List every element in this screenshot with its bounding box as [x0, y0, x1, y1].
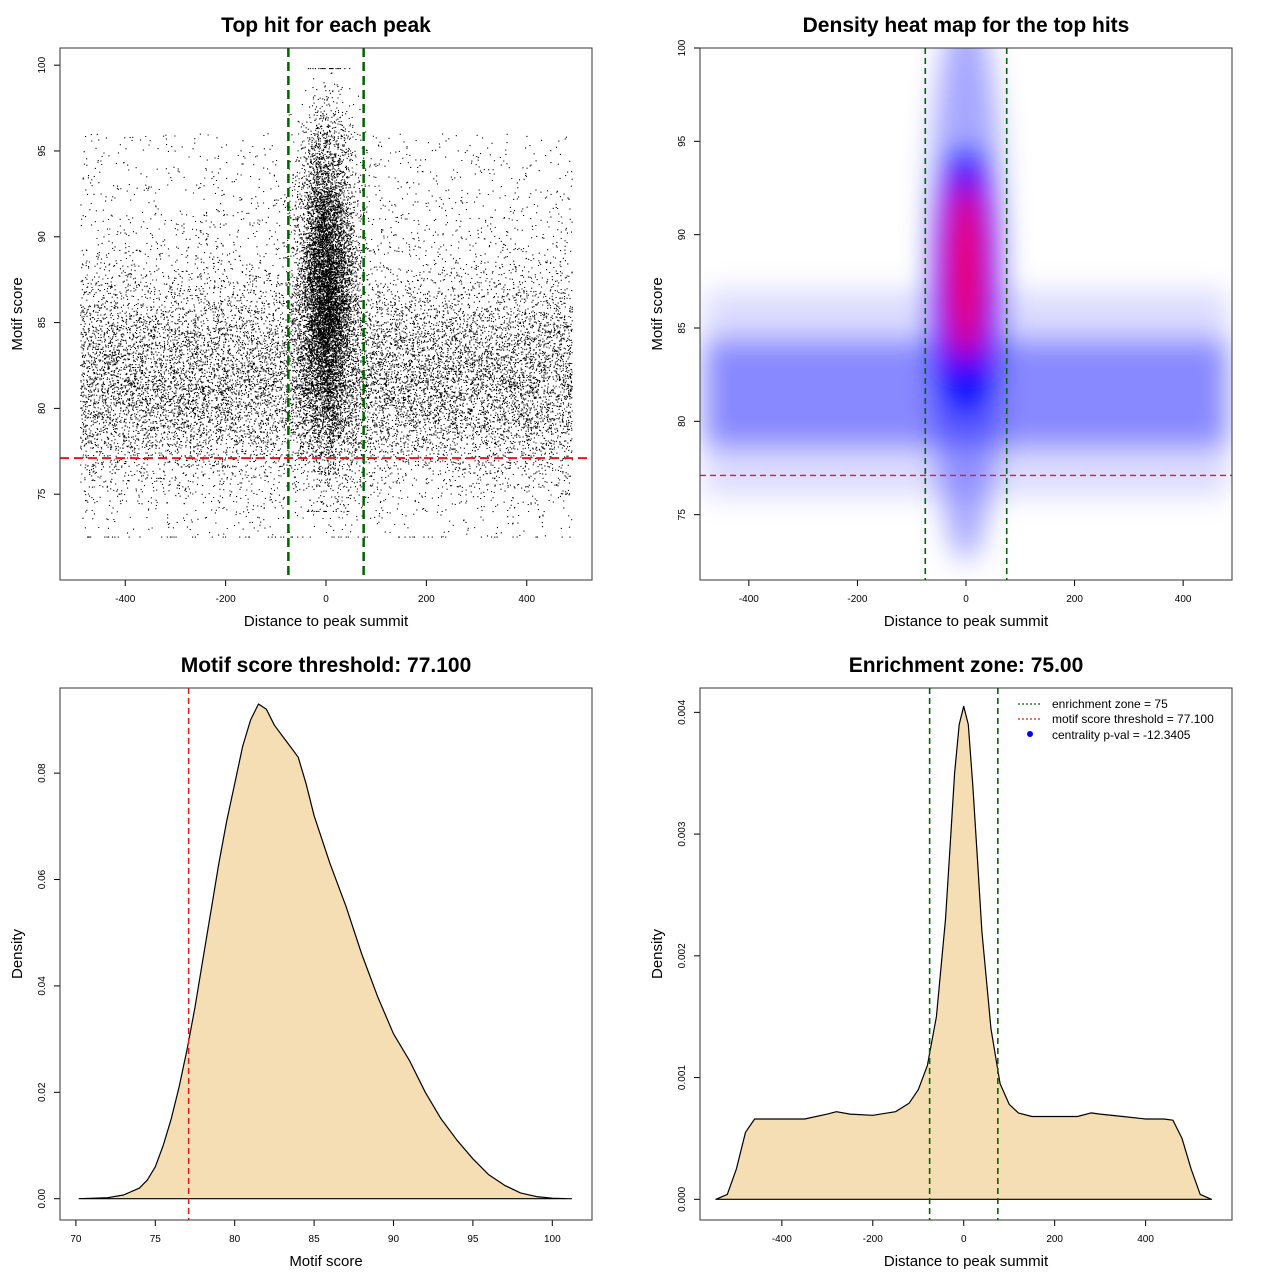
y-tick-label: 0.08 [37, 763, 48, 783]
heatmap-reference-lines [700, 48, 1232, 580]
score-density-xlabel: Motif score [289, 1253, 362, 1270]
distance-density-ylabel: Density [649, 928, 666, 979]
score-density-panel: Motif score threshold: 77.100 Motif scor… [9, 654, 593, 1270]
y-tick-label: 75 [677, 509, 688, 521]
scatter-plot-frame [59, 47, 593, 581]
density-core-red [950, 183, 982, 361]
heatmap-blobs [704, 48, 1228, 562]
distance-density-area [715, 705, 1213, 1200]
legend: enrichment zone = 75 motif score thresho… [1018, 697, 1214, 742]
heatmap-plot-frame [699, 47, 1233, 581]
x-tick-label: 85 [309, 1234, 321, 1245]
scatter-panel: Top hit for each peak Distance to peak s… [9, 14, 593, 630]
x-tick-label: 400 [518, 594, 535, 605]
x-tick-label: 0 [963, 594, 969, 605]
heatmap-ylabel: Motif score [649, 277, 666, 350]
y-tick-label: 75 [37, 488, 48, 500]
x-tick-label: 200 [1066, 594, 1083, 605]
legend-centrality-dot [1027, 731, 1033, 737]
scatter-xlabel: Distance to peak summit [244, 613, 409, 630]
x-tick-label: -400 [772, 1234, 792, 1245]
y-tick-label: 0.004 [677, 699, 688, 724]
scatter-point-cloud [80, 68, 573, 538]
y-tick-label: 0.003 [677, 821, 688, 846]
y-tick-label: 0.00 [37, 1189, 48, 1209]
scatter-title: Top hit for each peak [221, 14, 431, 37]
y-tick-label: 90 [677, 229, 688, 241]
distance-density-reference-lines [928, 688, 999, 1220]
y-tick-label: 80 [677, 415, 688, 427]
y-tick-label: 0.002 [677, 943, 688, 968]
y-tick-label: 80 [37, 402, 48, 414]
x-tick-label: -400 [115, 594, 135, 605]
heatmap-title: Density heat map for the top hits [803, 14, 1130, 37]
y-tick-label: 100 [37, 56, 48, 73]
x-tick-label: 100 [544, 1234, 561, 1245]
x-tick-label: 0 [323, 594, 329, 605]
legend-enrichment-label: enrichment zone = 75 [1052, 697, 1168, 711]
heatmap-density [700, 48, 1232, 580]
y-tick-label: 0.001 [677, 1065, 688, 1090]
scatter-points [80, 68, 573, 538]
distance-density-title: Enrichment zone: 75.00 [849, 654, 1084, 677]
x-tick-label: -200 [216, 594, 236, 605]
x-tick-label: 70 [70, 1234, 82, 1245]
x-tick-label: 0 [961, 1234, 967, 1245]
y-tick-label: 0.04 [37, 976, 48, 996]
x-tick-label: 90 [388, 1234, 400, 1245]
y-tick-label: 100 [677, 39, 688, 56]
x-tick-label: 200 [418, 594, 435, 605]
score-density-plot-frame [59, 687, 593, 1221]
x-tick-label: 75 [150, 1234, 162, 1245]
x-tick-label: -400 [739, 594, 759, 605]
scatter-axes: -400 -200 0 200 400 75 80 85 90 95 100 [37, 56, 536, 605]
x-tick-label: 200 [1046, 1234, 1063, 1245]
legend-threshold-label: motif score threshold = 77.100 [1052, 712, 1214, 726]
x-tick-label: -200 [863, 1234, 883, 1245]
heatmap-panel: Density heat map for the top hits Distan… [649, 14, 1233, 630]
distance-density-xlabel: Distance to peak summit [884, 1253, 1049, 1270]
y-tick-label: 95 [677, 135, 688, 147]
y-tick-label: 0.000 [677, 1186, 688, 1211]
distance-density-plot-frame [699, 687, 1233, 1221]
y-tick-label: 0.02 [37, 1082, 48, 1102]
legend-centrality-label: centrality p-val = -12.3405 [1052, 728, 1191, 742]
distance-density-panel: Enrichment zone: 75.00 Distance to peak … [649, 654, 1233, 1270]
heatmap-xlabel: Distance to peak summit [884, 613, 1049, 630]
density-curve [78, 703, 572, 1200]
scatter-reference-lines [60, 48, 592, 580]
y-tick-label: 0.06 [37, 869, 48, 889]
y-tick-label: 90 [37, 231, 48, 243]
x-tick-label: 400 [1175, 594, 1192, 605]
x-tick-label: 95 [467, 1234, 479, 1245]
x-tick-label: 400 [1137, 1234, 1154, 1245]
score-density-area [78, 703, 572, 1200]
score-density-title: Motif score threshold: 77.100 [181, 654, 472, 677]
scatter-ylabel: Motif score [9, 277, 26, 350]
y-tick-label: 85 [677, 322, 688, 334]
y-tick-label: 95 [37, 145, 48, 157]
y-tick-label: 85 [37, 317, 48, 329]
density-curve [715, 705, 1213, 1200]
x-tick-label: -200 [847, 594, 867, 605]
score-density-ylabel: Density [9, 928, 26, 979]
x-tick-label: 80 [229, 1234, 241, 1245]
